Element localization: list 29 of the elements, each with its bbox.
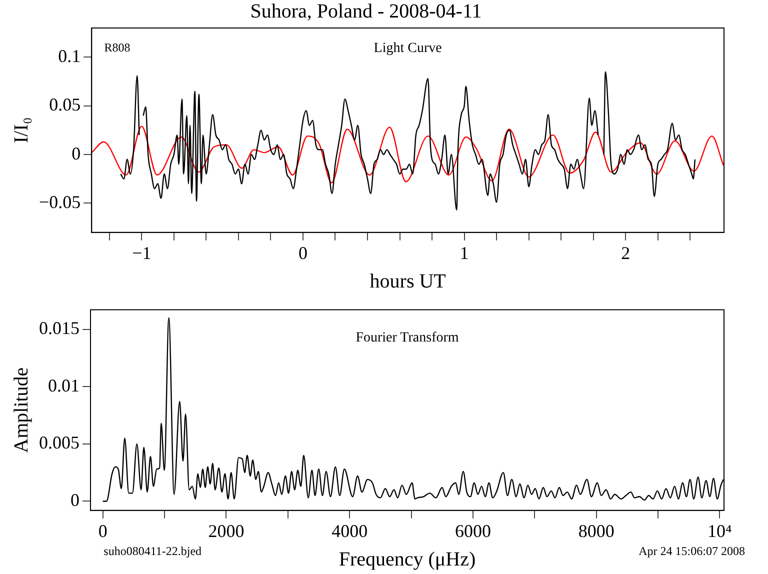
y-axis-title: I/I₀ [10,117,32,144]
annotation: R808 [104,40,130,55]
x-tick-label: 6000 [454,520,491,541]
y-tick-label: −0.05 [38,192,81,212]
x-tick-label: 2 [621,242,630,263]
text: suho080411-22.bjed [104,544,202,558]
y-tick-label: 0.1 [58,46,81,66]
x-tick-label: 0 [298,242,308,263]
x-tick-label: 4000 [332,520,368,541]
x-tick-label: 0 [98,520,108,541]
y-axis-title: Amplitude [10,367,32,453]
y-tick-label: 0 [72,143,81,164]
line-series [92,126,724,184]
annotation: Light Curve [374,41,442,56]
y-tick-label: 0.01 [48,375,80,396]
x-tick-label: 10⁴ [708,520,732,541]
chart-title: Suhora, Poland - 2008-04-11 [250,0,482,22]
x-axis-title: hours UT [370,270,446,292]
y-tick-label: 0 [70,490,80,510]
y-tick-label: 0.015 [39,318,80,338]
x-tick-label: 2000 [208,520,244,541]
y-tick-label: 0.005 [39,432,80,453]
annotation: Fourier Transform [356,330,459,346]
x-tick-label: −1 [132,242,152,263]
y-tick-label: 0.05 [49,94,81,115]
x-tick-label: 8000 [578,520,614,541]
text: Apr 24 15:06:07 2008 [638,544,745,558]
x-tick-label: 1 [460,242,469,263]
x-axis-title: Frequency (μHz) [338,548,476,570]
